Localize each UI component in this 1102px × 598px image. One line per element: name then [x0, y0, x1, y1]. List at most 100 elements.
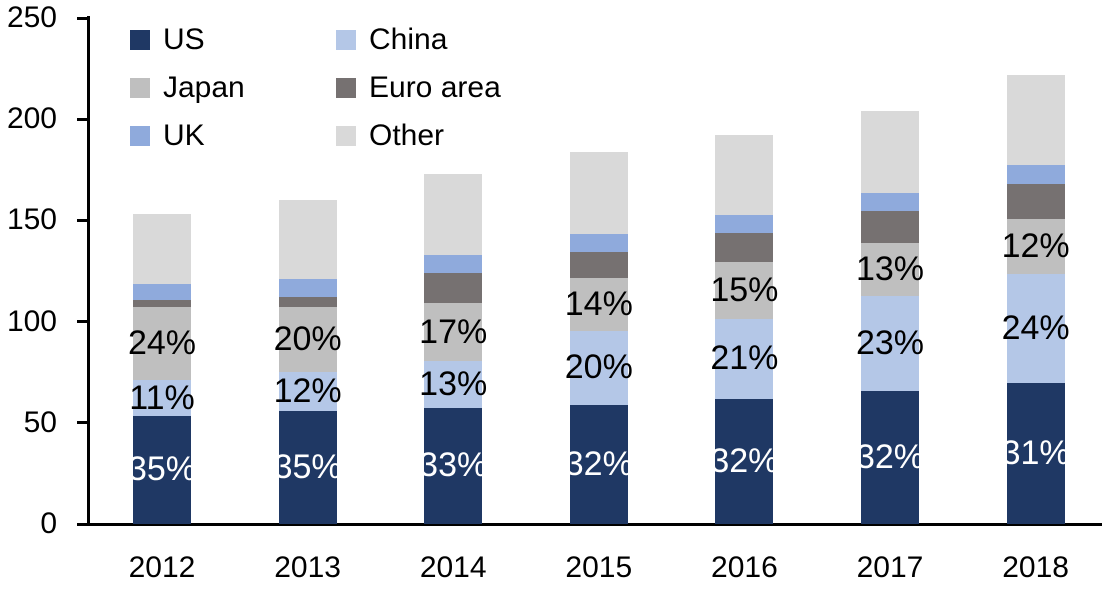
bar-segment-euro-area-2018 — [1006, 184, 1065, 220]
bar-segment-china-2014: 13% — [419, 361, 487, 408]
segment-label-japan-2018: 12% — [1001, 227, 1070, 266]
x-axis-line — [87, 523, 1102, 526]
segment-label-japan-2014: 17% — [419, 312, 488, 351]
segment-label-china-2012: 11% — [129, 378, 195, 417]
y-axis-tick-100 — [77, 320, 88, 324]
legend-label-china: China — [369, 23, 448, 56]
legend-swatch-euro-area — [336, 78, 356, 98]
segment-label-japan-2017: 13% — [855, 250, 925, 288]
y-axis-tick-200 — [77, 117, 88, 121]
x-axis-label-2013: 2013 — [274, 551, 341, 584]
x-axis-label-2016: 2016 — [711, 551, 778, 584]
bar-segment-us-2018: 31% — [1002, 383, 1070, 524]
bar-segment-uk-2015 — [569, 233, 628, 252]
legend-item-china: China — [336, 23, 448, 56]
bar-segment-euro-area-2012 — [133, 300, 191, 308]
bar-segment-other-2018 — [1006, 74, 1065, 165]
segment-label-china-2017: 23% — [855, 324, 925, 363]
legend-label-japan: Japan — [163, 71, 245, 104]
y-axis-tick-250 — [77, 16, 88, 20]
y-axis-tick-150 — [77, 218, 88, 222]
bar-segment-uk-2017 — [861, 193, 919, 212]
legend-label-other: Other — [369, 119, 445, 152]
y-axis-line — [87, 16, 90, 526]
legend-label-us: US — [163, 23, 205, 56]
legend-item-japan: Japan — [130, 71, 245, 104]
bar-segment-china-2016: 21% — [710, 318, 778, 399]
bar-segment-japan-2015: 14% — [565, 278, 633, 331]
bar-segment-uk-2014 — [424, 254, 483, 274]
bar-segment-euro-area-2017 — [861, 211, 919, 243]
x-axis-label-2017: 2017 — [856, 551, 924, 584]
bar-segment-uk-2013 — [278, 279, 337, 298]
bar-segment-china-2017: 23% — [856, 296, 924, 392]
bar-segment-other-2014 — [424, 173, 483, 255]
segment-label-us-2014: 33% — [419, 446, 488, 485]
bar-segment-japan-2016: 15% — [710, 261, 778, 319]
legend-item-other: Other — [336, 119, 445, 152]
bar-segment-other-2015 — [569, 151, 628, 234]
x-axis-label-2018: 2018 — [1002, 551, 1069, 584]
segment-label-china-2015: 20% — [564, 348, 633, 387]
bar-segment-other-2012 — [133, 214, 191, 285]
bar-segment-us-2014: 33% — [419, 407, 487, 524]
bar-group-2012: 35% 11% 24% — [128, 214, 196, 524]
segment-label-japan-2016: 15% — [710, 270, 779, 309]
bar-segment-uk-2016 — [715, 215, 774, 233]
segment-label-china-2018: 24% — [1001, 309, 1070, 348]
legend-swatch-china — [336, 30, 356, 50]
bar-segment-japan-2014: 17% — [419, 303, 487, 362]
segment-label-japan-2013: 20% — [273, 320, 342, 359]
legend-swatch-japan — [130, 78, 150, 98]
y-axis-label-150: 150 — [6, 203, 57, 237]
legend-swatch-uk — [130, 126, 150, 146]
bar-segment-us-2016: 32% — [710, 398, 778, 524]
y-axis-tick-50 — [77, 421, 88, 425]
legend-item-euro-area: Euro area — [336, 71, 501, 104]
segment-label-us-2013: 35% — [273, 447, 342, 486]
segment-label-japan-2015: 14% — [564, 284, 633, 323]
legend-label-uk: UK — [163, 119, 205, 152]
bar-segment-euro-area-2013 — [278, 297, 337, 308]
segment-label-china-2013: 12% — [273, 371, 342, 410]
bar-segment-japan-2012: 24% — [128, 307, 196, 381]
bar-segment-us-2012: 35% — [128, 415, 196, 524]
segment-label-japan-2012: 24% — [127, 324, 197, 363]
bar-group-2014: 33% 13% 17% — [419, 173, 487, 524]
legend-item-uk: UK — [130, 119, 205, 152]
bar-segment-euro-area-2014 — [424, 273, 483, 304]
bar-segment-us-2017: 32% — [856, 391, 924, 524]
y-axis-label-50: 50 — [23, 405, 57, 439]
bar-group-2018: 31% 24% 12% — [1002, 74, 1070, 524]
segment-label-china-2016: 21% — [710, 339, 779, 378]
y-axis-label-200: 200 — [6, 102, 57, 136]
x-axis-label-2012: 2012 — [128, 551, 196, 584]
y-axis-label-250: 250 — [6, 1, 57, 34]
bar-group-2015: 32% 20% 14% — [565, 151, 633, 524]
bar-segment-us-2015: 32% — [565, 404, 633, 524]
bar-group-2013: 35% 12% 20% — [274, 200, 342, 524]
y-axis-tick-0 — [77, 522, 88, 526]
bar-segment-euro-area-2015 — [569, 251, 628, 279]
segment-label-us-2017: 32% — [855, 438, 925, 477]
bar-segment-other-2017 — [861, 111, 919, 194]
legend-label-euro-area: Euro area — [369, 71, 501, 104]
bar-segment-other-2016 — [715, 135, 774, 216]
bar-segment-japan-2013: 20% — [274, 307, 342, 373]
x-axis-label-2015: 2015 — [565, 551, 633, 584]
bar-segment-euro-area-2016 — [715, 232, 774, 262]
segment-label-us-2016: 32% — [710, 441, 779, 480]
bar-segment-japan-2018: 12% — [1002, 219, 1070, 275]
segment-label-us-2012: 35% — [127, 450, 197, 489]
bar-segment-china-2012: 11% — [129, 379, 195, 417]
x-axis-label-2014: 2014 — [419, 551, 487, 584]
bar-segment-uk-2012 — [133, 284, 191, 301]
bar-segment-other-2013 — [278, 200, 337, 280]
bar-segment-japan-2017: 13% — [856, 242, 924, 297]
bar-group-2017: 32% 23% 13% — [856, 111, 924, 524]
y-axis-label-0: 0 — [40, 507, 57, 540]
bar-segment-china-2018: 24% — [1002, 274, 1070, 384]
bar-segment-china-2015: 20% — [565, 330, 633, 405]
bar-segment-us-2013: 35% — [274, 410, 342, 524]
